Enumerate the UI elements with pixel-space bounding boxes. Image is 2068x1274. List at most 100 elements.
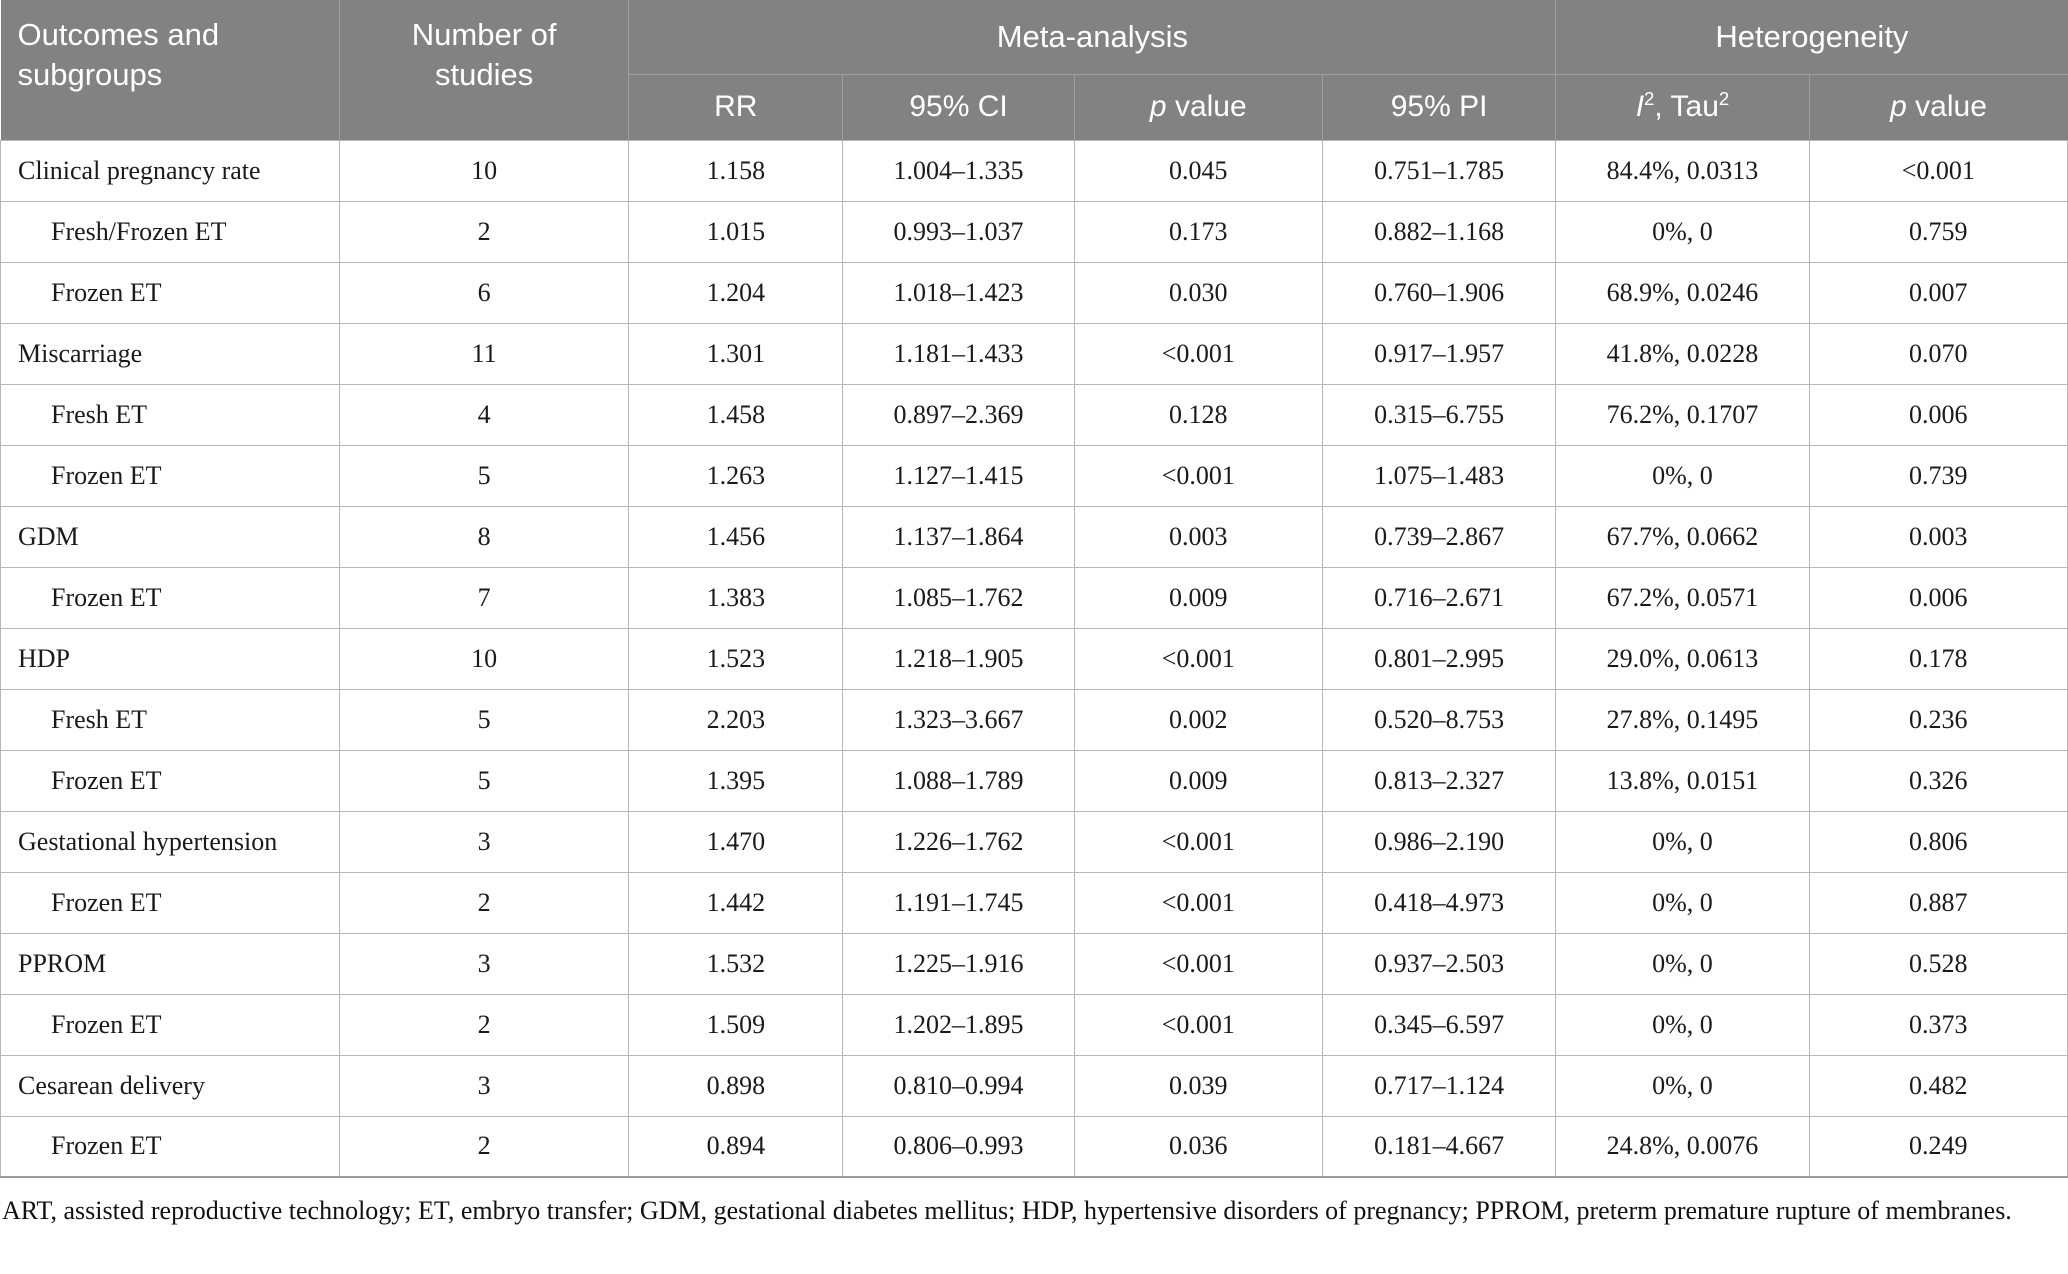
table-row: Frozen ET 7 1.383 1.085–1.762 0.009 0.71… <box>0 566 2068 629</box>
table-row: GDM 8 1.456 1.137–1.864 0.003 0.739–2.86… <box>0 505 2068 568</box>
cell-95-pi: 0.986–2.190 <box>1321 810 1557 873</box>
cell-outcome-label: Miscarriage <box>0 322 340 385</box>
cell-95-pi: 0.751–1.785 <box>1321 139 1557 202</box>
cell-95-ci: 1.225–1.916 <box>842 932 1075 995</box>
cell-95-pi: 0.520–8.753 <box>1321 688 1557 751</box>
cell-rr: 1.442 <box>628 871 844 934</box>
header-outcomes-and-subgroups: Outcomes and subgroups <box>0 0 340 140</box>
header-95-pi: 95% PI <box>1321 74 1556 140</box>
cell-p-value-het: 0.006 <box>1808 566 2068 629</box>
header-p-value-het: p value <box>1808 74 2068 140</box>
cell-95-pi: 0.716–2.671 <box>1321 566 1557 629</box>
cell-i2-tau2: 67.7%, 0.0662 <box>1555 505 1810 568</box>
cell-p-value-het: 0.806 <box>1808 810 2068 873</box>
meta-analysis-table: Outcomes and subgroups Number of studies… <box>0 0 2068 1178</box>
cell-p-value-het: 0.739 <box>1808 444 2068 507</box>
cell-rr: 0.894 <box>628 1115 844 1178</box>
cell-p-value-meta: <0.001 <box>1073 932 1323 995</box>
header-group-meta-analysis: Meta-analysis <box>628 0 1556 75</box>
cell-i2-tau2: 24.8%, 0.0076 <box>1555 1115 1810 1178</box>
header-p-value-meta: p value <box>1073 74 1323 140</box>
table-row: Cesarean delivery 3 0.898 0.810–0.994 0.… <box>0 1054 2068 1117</box>
cell-95-pi: 0.917–1.957 <box>1321 322 1557 385</box>
cell-95-ci: 1.181–1.433 <box>842 322 1075 385</box>
cell-outcome-label: Fresh ET <box>0 688 340 751</box>
cell-95-ci: 1.137–1.864 <box>842 505 1075 568</box>
cell-outcome-label: Fresh ET <box>0 383 340 446</box>
table-row: Frozen ET 5 1.395 1.088–1.789 0.009 0.81… <box>0 749 2068 812</box>
cell-p-value-het: 0.482 <box>1808 1054 2068 1117</box>
cell-i2-tau2: 0%, 0 <box>1555 993 1810 1056</box>
cell-95-ci: 0.806–0.993 <box>842 1115 1075 1178</box>
cell-rr: 2.203 <box>628 688 844 751</box>
header-i2-tau2: I2, Tau2 <box>1555 74 1810 140</box>
table-row: Frozen ET 5 1.263 1.127–1.415 <0.001 1.0… <box>0 444 2068 507</box>
cell-95-ci: 1.004–1.335 <box>842 139 1075 202</box>
cell-number-of-studies: 10 <box>338 139 630 202</box>
cell-rr: 1.204 <box>628 261 844 324</box>
cell-p-value-meta: 0.045 <box>1073 139 1323 202</box>
cell-outcome-label: Clinical pregnancy rate <box>0 139 340 202</box>
p-italic: p <box>1149 90 1167 123</box>
cell-rr: 1.509 <box>628 993 844 1056</box>
cell-i2-tau2: 68.9%, 0.0246 <box>1555 261 1810 324</box>
cell-outcome-label: Frozen ET <box>0 261 340 324</box>
table-row: PPROM 3 1.532 1.225–1.916 <0.001 0.937–2… <box>0 932 2068 995</box>
cell-number-of-studies: 10 <box>338 627 630 690</box>
cell-outcome-label: PPROM <box>0 932 340 995</box>
cell-p-value-het: 0.887 <box>1808 871 2068 934</box>
cell-95-ci: 1.202–1.895 <box>842 993 1075 1056</box>
cell-i2-tau2: 76.2%, 0.1707 <box>1555 383 1810 446</box>
cell-outcome-label: Frozen ET <box>0 566 340 629</box>
cell-rr: 1.015 <box>628 200 844 263</box>
cell-rr: 1.395 <box>628 749 844 812</box>
cell-i2-tau2: 67.2%, 0.0571 <box>1555 566 1810 629</box>
cell-95-ci: 1.088–1.789 <box>842 749 1075 812</box>
table-row: Fresh ET 5 2.203 1.323–3.667 0.002 0.520… <box>0 688 2068 751</box>
cell-i2-tau2: 29.0%, 0.0613 <box>1555 627 1810 690</box>
cell-i2-tau2: 41.8%, 0.0228 <box>1555 322 1810 385</box>
cell-rr: 1.523 <box>628 627 844 690</box>
cell-95-pi: 0.418–4.973 <box>1321 871 1557 934</box>
cell-95-pi: 0.760–1.906 <box>1321 261 1557 324</box>
cell-95-ci: 1.226–1.762 <box>842 810 1075 873</box>
cell-95-ci: 1.191–1.745 <box>842 871 1075 934</box>
cell-outcome-label: GDM <box>0 505 340 568</box>
cell-number-of-studies: 5 <box>338 749 630 812</box>
header-95-ci: 95% CI <box>842 74 1075 140</box>
cell-p-value-meta: 0.128 <box>1073 383 1323 446</box>
table-row: Fresh/Frozen ET 2 1.015 0.993–1.037 0.17… <box>0 200 2068 263</box>
cell-number-of-studies: 5 <box>338 688 630 751</box>
header-band-row: Outcomes and subgroups Number of studies… <box>0 0 2068 140</box>
cell-outcome-label: Fresh/Frozen ET <box>0 200 340 263</box>
cell-rr: 1.470 <box>628 810 844 873</box>
cell-p-value-het: 0.003 <box>1808 505 2068 568</box>
cell-95-pi: 0.813–2.327 <box>1321 749 1557 812</box>
cell-p-value-meta: 0.173 <box>1073 200 1323 263</box>
cell-rr: 1.158 <box>628 139 844 202</box>
cell-number-of-studies: 3 <box>338 1054 630 1117</box>
cell-rr: 1.383 <box>628 566 844 629</box>
cell-number-of-studies: 3 <box>338 810 630 873</box>
cell-p-value-het: <0.001 <box>1808 139 2068 202</box>
cell-rr: 1.456 <box>628 505 844 568</box>
header-rr: RR <box>628 74 843 140</box>
cell-95-ci: 0.810–0.994 <box>842 1054 1075 1117</box>
cell-number-of-studies: 2 <box>338 993 630 1056</box>
table-row: Frozen ET 2 1.509 1.202–1.895 <0.001 0.3… <box>0 993 2068 1056</box>
table-row: Frozen ET 6 1.204 1.018–1.423 0.030 0.76… <box>0 261 2068 324</box>
cell-number-of-studies: 2 <box>338 1115 630 1178</box>
table-body: Clinical pregnancy rate 10 1.158 1.004–1… <box>0 139 2068 1178</box>
cell-i2-tau2: 0%, 0 <box>1555 1054 1810 1117</box>
cell-p-value-meta: 0.009 <box>1073 566 1323 629</box>
header-sub-row: RR 95% CI p value 95% PI I2, Tau2 p valu… <box>1 74 2068 140</box>
table-footnote: ART, assisted reproductive technology; E… <box>2 1196 2012 1225</box>
p-value-rest: value <box>1906 90 1987 123</box>
p-italic: p <box>1890 90 1907 123</box>
cell-number-of-studies: 2 <box>338 871 630 934</box>
cell-i2-tau2: 84.4%, 0.0313 <box>1555 139 1810 202</box>
cell-95-ci: 1.323–3.667 <box>842 688 1075 751</box>
cell-i2-tau2: 0%, 0 <box>1555 444 1810 507</box>
cell-p-value-het: 0.326 <box>1808 749 2068 812</box>
cell-outcome-label: Frozen ET <box>0 1115 340 1178</box>
